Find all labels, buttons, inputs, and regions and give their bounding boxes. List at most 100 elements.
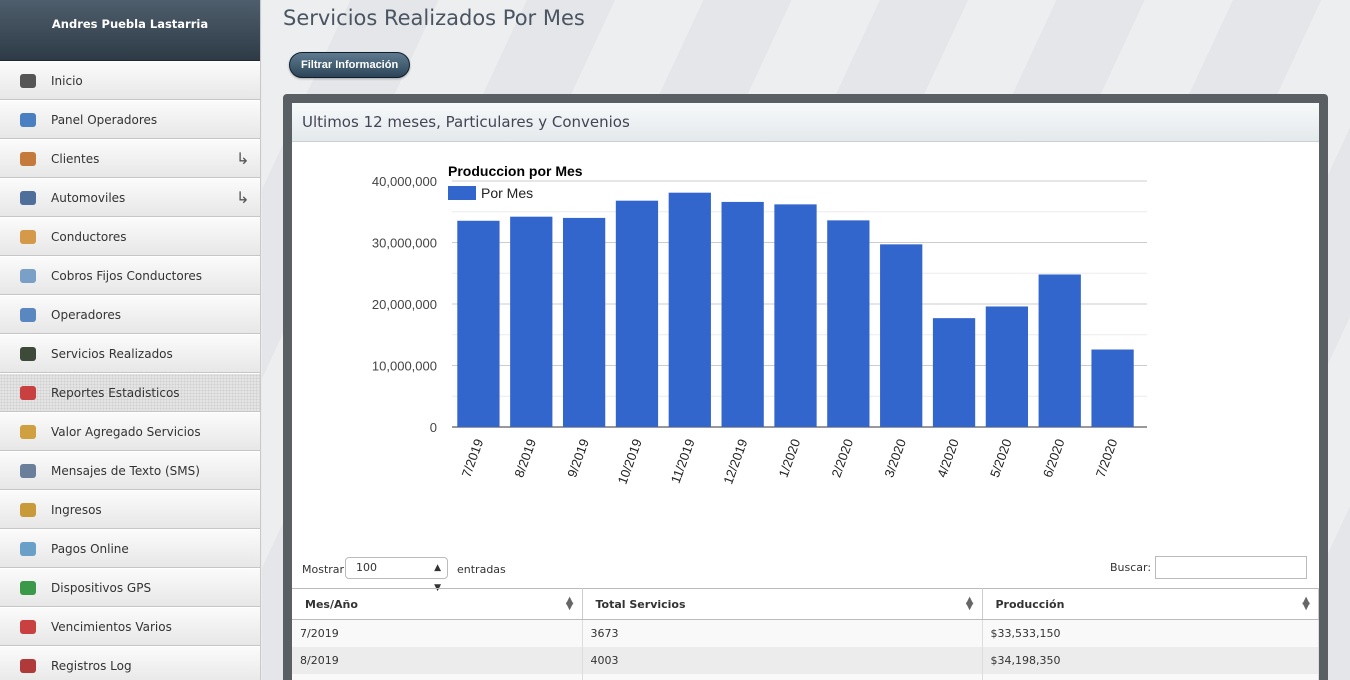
bar [880, 244, 923, 427]
cash-icon [20, 502, 36, 517]
x-tick-label: 7/2020 [1093, 437, 1121, 479]
y-tick-label: 10,000,000 [372, 359, 437, 374]
x-tick-label: 5/2020 [987, 437, 1015, 479]
column-header-production[interactable]: Producción ▲ ▼ [982, 588, 1319, 620]
filter-button[interactable]: Filtrar Información [289, 52, 411, 78]
dashboard-icon [20, 73, 36, 88]
page-title: Servicios Realizados Por Mes [283, 6, 585, 30]
box-icon [20, 424, 36, 439]
sidebar-item-label: Inicio [51, 73, 83, 88]
x-tick-label: 9/2019 [564, 437, 592, 479]
x-tick-label: 2/2020 [828, 437, 856, 479]
y-tick-label: 40,000,000 [372, 174, 437, 189]
monitor-icon [20, 112, 36, 127]
sidebar-item[interactable]: Inicio [0, 61, 260, 100]
sidebar-item[interactable]: Mensajes de Texto (SMS) [0, 451, 260, 490]
chart-svg: Produccion por Mes Por Mes 0 10,000,000 20,0… [372, 163, 1147, 486]
bar [1038, 274, 1081, 427]
x-tick-label: 11/2019 [668, 437, 698, 485]
bar [668, 192, 711, 427]
road-icon [20, 346, 36, 361]
sidebar-item-label: Automoviles [51, 190, 126, 205]
sidebar-item[interactable]: Automoviles ↳ [0, 178, 260, 217]
table-cell: 3673 [582, 619, 983, 647]
sidebar-item-label: Reportes Estadisticos [51, 385, 180, 400]
main-content: Servicios Realizados Por Mes Filtrar Inf… [262, 0, 1350, 680]
bar [562, 217, 606, 427]
report-panel-body: Ultimos 12 meses, Particulares y Conveni… [292, 103, 1319, 680]
x-tick-label: 10/2019 [615, 437, 645, 486]
sidebar-item[interactable]: Cobros Fijos Conductores [0, 256, 260, 295]
sidebar-item-label: Ingresos [51, 502, 102, 517]
online-payment-icon [20, 541, 36, 556]
chart-title: Produccion por Mes [448, 163, 583, 179]
production-chart: Produccion por Mes Por Mes 0 10,000,000 20,0… [302, 143, 1292, 543]
sidebar-item[interactable]: Registros Log [0, 646, 260, 680]
y-tick-label: 0 [430, 420, 437, 435]
log-icon [20, 658, 36, 673]
sidebar-item-label: Vencimientos Varios [51, 619, 172, 634]
operator-icon [20, 307, 36, 322]
table-body: 7/2019 3673 $33,533,150 8/2019 4003 $34,198,3… [292, 619, 1319, 680]
car-icon [20, 190, 36, 205]
sidebar-item[interactable]: Ingresos [0, 490, 260, 529]
x-tick-label: 12/2019 [720, 437, 750, 486]
sidebar-item[interactable]: Operadores [0, 295, 260, 334]
sidebar-item[interactable]: Conductores [0, 217, 260, 256]
column-header-month[interactable]: Mes/Año ▲ ▼ [292, 588, 583, 620]
table-controls: Mostrar 100 ▲ ▼ entradas Buscar: [292, 550, 1319, 593]
sidebar-item[interactable]: Dispositivos GPS [0, 568, 260, 607]
bar [721, 201, 764, 427]
table-cell: $33,533,150 [982, 619, 1319, 647]
bar [932, 318, 976, 427]
bar [615, 200, 659, 427]
sidebar-item[interactable]: Reportes Estadisticos [0, 373, 260, 412]
clients-icon [20, 151, 36, 166]
expand-arrow-icon[interactable]: ↳ [236, 149, 250, 168]
bar [827, 220, 870, 427]
search-label: Buscar: [1110, 561, 1152, 574]
table-cell: 9/2019 [292, 673, 583, 680]
column-header-total[interactable]: Total Servicios ▲ ▼ [582, 588, 983, 620]
table-row: 7/2019 3673 $33,533,150 [292, 619, 1319, 647]
sidebar-item-label: Pagos Online [51, 541, 129, 556]
sidebar-item-label: Valor Agregado Servicios [51, 424, 201, 439]
expand-arrow-icon[interactable]: ↳ [236, 188, 250, 207]
table-row: 9/20193823$33,998,500 [292, 673, 1319, 680]
nav-list: Inicio Panel Operadores Clientes ↳ Automovil… [0, 61, 260, 680]
sidebar-item[interactable]: Pagos Online [0, 529, 260, 568]
bar [774, 204, 817, 427]
sort-icon: ▲ ▼ [1302, 595, 1310, 612]
table-cell: 8/2019 [292, 646, 583, 674]
sidebar-item-label: Conductores [51, 229, 127, 244]
sidebar-item[interactable]: Vencimientos Varios [0, 607, 260, 646]
entries-label: entradas [457, 563, 506, 576]
bar-chart-icon [20, 385, 36, 400]
sidebar-item-label: Panel Operadores [51, 112, 158, 127]
table-cell: $33,998,500 [982, 673, 1319, 680]
sidebar-item-label: Servicios Realizados [51, 346, 173, 361]
sort-icon: ▲ ▼ [965, 595, 974, 612]
show-label: Mostrar [302, 563, 345, 576]
calendar-icon [20, 619, 36, 634]
sidebar-item[interactable]: Valor Agregado Servicios [0, 412, 260, 451]
bar [457, 220, 500, 427]
panel-title: Ultimos 12 meses, Particulares y Conveni… [292, 103, 1319, 142]
table-cell: 4003 [582, 646, 983, 674]
sidebar-item[interactable]: Panel Operadores [0, 100, 260, 139]
sidebar: Andres Puebla Lastarria Inicio Panel Oper… [0, 0, 261, 680]
search-input[interactable] [1155, 556, 1307, 579]
x-tick-label: 4/2020 [934, 437, 962, 479]
user-name: Andres Puebla Lastarria [0, 0, 260, 61]
table-header-row: Mes/Año ▲ ▼ Total Servicios ▲ ▼ Producción ▲ ▼ [292, 588, 1319, 620]
sidebar-item-label: Operadores [51, 307, 121, 322]
sidebar-item[interactable]: Servicios Realizados [0, 334, 260, 373]
x-tick-label: 8/2019 [511, 437, 539, 479]
x-tick-label: 3/2020 [881, 437, 909, 479]
entries-length-select[interactable]: 100 ▲ ▼ [345, 557, 448, 593]
sidebar-item-label: Cobros Fijos Conductores [51, 268, 203, 283]
sidebar-item[interactable]: Clientes ↳ [0, 139, 260, 178]
legend-swatch [448, 186, 476, 200]
sidebar-item-label: Dispositivos GPS [51, 580, 152, 595]
table-cell: 7/2019 [292, 619, 583, 647]
